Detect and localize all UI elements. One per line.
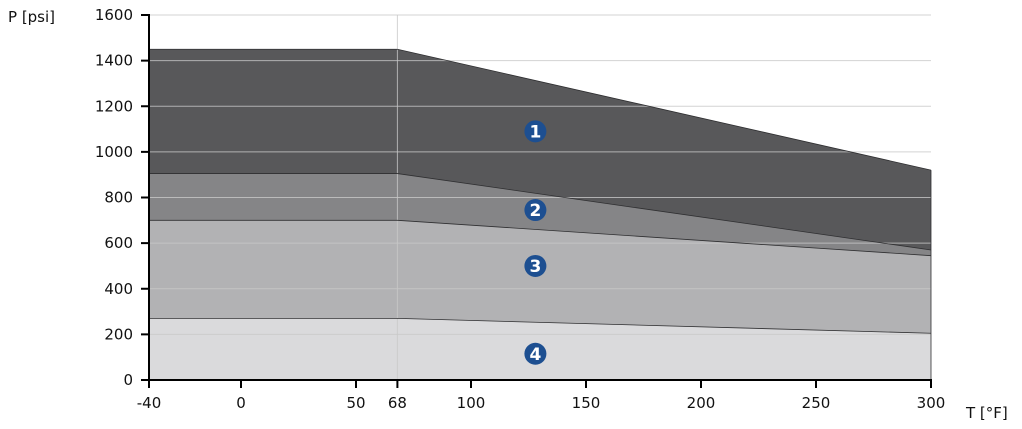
y-tick-label-600: 600 bbox=[104, 234, 133, 252]
x-axis-ticks: -40 0 50 68 100 150 200 250 300 bbox=[137, 380, 946, 412]
y-tick-label-200: 200 bbox=[104, 325, 133, 343]
marker-label-3: 3 bbox=[529, 257, 541, 277]
y-tick-label-800: 800 bbox=[104, 189, 133, 207]
y-tick-label-1000: 1000 bbox=[95, 143, 133, 161]
x-tick-label-100: 100 bbox=[457, 394, 486, 412]
marker-label-4: 4 bbox=[529, 345, 541, 365]
y-axis-ticks: 0 200 400 600 800 1000 1200 1400 1600 bbox=[95, 6, 149, 389]
y-axis-label: P [psi] bbox=[8, 8, 55, 26]
x-tick-label-68: 68 bbox=[388, 394, 407, 412]
y-tick-label-1600: 1600 bbox=[95, 6, 133, 24]
x-tick-label-250: 250 bbox=[802, 394, 831, 412]
x-tick-label-0: 0 bbox=[236, 394, 246, 412]
x-tick-label-50: 50 bbox=[346, 394, 365, 412]
x-axis-label: T [°F] bbox=[965, 404, 1008, 422]
x-tick-label-200: 200 bbox=[687, 394, 716, 412]
x-tick-label-300: 300 bbox=[917, 394, 946, 412]
y-tick-label-400: 400 bbox=[104, 280, 133, 298]
y-tick-label-1200: 1200 bbox=[95, 97, 133, 115]
marker-label-1: 1 bbox=[529, 122, 541, 142]
marker-series-4: 4 bbox=[524, 343, 546, 365]
marker-label-2: 2 bbox=[529, 201, 541, 221]
x-tick-label--40: -40 bbox=[137, 394, 162, 412]
marker-series-2: 2 bbox=[524, 199, 546, 221]
y-tick-label-1400: 1400 bbox=[95, 52, 133, 70]
marker-series-1: 1 bbox=[524, 120, 546, 142]
x-tick-label-150: 150 bbox=[572, 394, 601, 412]
marker-series-3: 3 bbox=[524, 255, 546, 277]
y-tick-label-0: 0 bbox=[123, 371, 133, 389]
